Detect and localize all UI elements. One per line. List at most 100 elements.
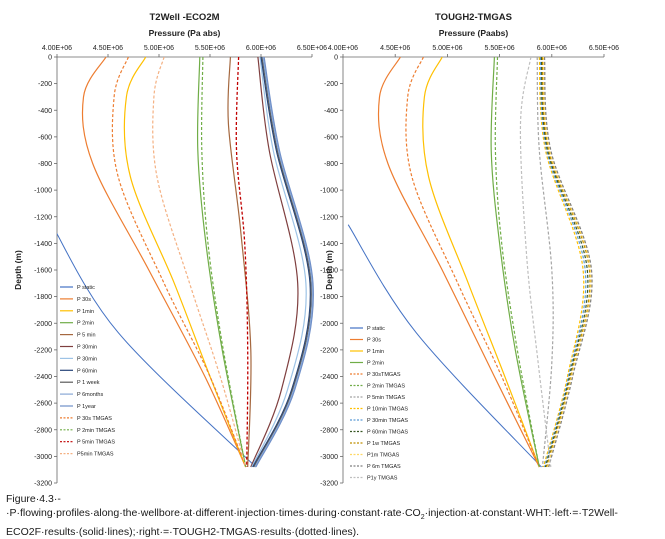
legend-entry: P 6months	[77, 392, 103, 398]
y-tick-label: -1000	[34, 188, 52, 195]
series-line	[405, 57, 540, 468]
series-line	[227, 57, 252, 468]
y-tick-label: -2200	[34, 347, 52, 354]
legend-entry: P 5 min	[77, 333, 96, 339]
series-line	[540, 57, 589, 468]
figure-caption: Figure·4.3·-·P·flowing·profiles·along·th…	[6, 492, 661, 539]
series-line	[377, 57, 540, 468]
y-tick-label: -2200	[320, 347, 338, 354]
y-tick-label: 0	[48, 55, 52, 62]
series-line	[490, 57, 540, 468]
y-tick-label: -800	[324, 161, 338, 168]
series-line	[541, 57, 591, 468]
series-line	[539, 57, 587, 468]
y-tick-label: -2600	[34, 401, 52, 408]
legend-entry: P 1min	[77, 309, 94, 315]
y-tick-label: -3200	[320, 481, 338, 488]
series-line	[152, 57, 247, 468]
chart-title: TOUGH2-TMGAS	[435, 12, 512, 23]
y-tick-label: -2800	[34, 427, 52, 434]
series-line	[196, 57, 247, 468]
x-tick-label: 4.00E+06	[328, 45, 358, 52]
series-line	[255, 57, 314, 468]
x-tick-label: 5.00E+06	[144, 45, 174, 52]
caption-text: Figure·4.3·-·P·flowing·profiles·along·th…	[6, 493, 421, 519]
legend-entry: P 2min TMGAS	[77, 428, 115, 434]
y-tick-label: 0	[334, 55, 338, 62]
legend-entry: P 30s TMGAS	[77, 416, 112, 422]
x-tick-label: 4.00E+06	[42, 45, 72, 52]
legend-entry: P 5min TMGAS	[367, 395, 405, 401]
legend-entry: P 60min	[77, 368, 97, 374]
series-group	[347, 57, 593, 468]
y-tick-label: -400	[38, 108, 52, 115]
series-line	[347, 224, 542, 468]
legend-entry: P 2min	[367, 361, 384, 367]
x-axis-label: Pressure (Pa abs)	[149, 28, 221, 38]
series-line	[123, 57, 247, 468]
y-tick-label: -3200	[34, 481, 52, 488]
series-line	[542, 57, 592, 468]
y-tick-label: -2400	[320, 374, 338, 381]
y-tick-label: -1200	[320, 214, 338, 221]
y-tick-label: -1000	[320, 188, 338, 195]
legend-entry: P 1min	[367, 349, 384, 355]
y-tick-label: -2000	[34, 321, 52, 328]
y-axis-label: Depth (m)	[13, 250, 23, 290]
series-line	[519, 57, 552, 468]
series-group	[57, 57, 314, 468]
legend-entry: P 30sTMGAS	[367, 372, 401, 378]
series-line	[250, 57, 299, 468]
legend-entry: P static	[77, 285, 95, 291]
legend-entry: P 30min TMGAS	[367, 418, 408, 424]
legend-entry: P 2min TMGAS	[367, 384, 405, 390]
legend-entry: P 1 week	[77, 380, 100, 386]
x-tick-label: 6.00E+06	[246, 45, 276, 52]
y-axis-label: Depth (m)	[324, 250, 334, 290]
x-tick-label: 6.50E+06	[589, 45, 619, 52]
legend-entry: P 10min TMGAS	[367, 407, 408, 413]
y-tick-label: -1200	[34, 214, 52, 221]
caption-subscript: 2	[420, 514, 425, 522]
x-axis-label: Pressure (Paabs)	[439, 28, 509, 38]
y-tick-label: -400	[324, 108, 338, 115]
legend-entry: P 30s	[367, 338, 381, 344]
series-line	[494, 57, 540, 468]
y-tick-label: -1600	[34, 268, 52, 275]
series-line	[543, 57, 593, 468]
legend-entry: P 60min TMGAS	[367, 430, 408, 436]
y-tick-label: -2800	[320, 427, 338, 434]
y-tick-label: -1600	[320, 268, 338, 275]
y-tick-label: -600	[324, 134, 338, 141]
legend-entry: P 1w TMGAS	[367, 441, 400, 447]
series-line	[422, 57, 540, 468]
legend-entry: P 30s	[77, 297, 91, 303]
series-line	[235, 57, 249, 468]
y-tick-label: -200	[38, 81, 52, 88]
x-tick-label: 5.00E+06	[432, 45, 462, 52]
series-line	[200, 57, 247, 468]
y-tick-label: -1400	[34, 241, 52, 248]
legend-entry: P 5min TMGAS	[77, 440, 115, 446]
legend-entry: P 30min	[77, 356, 97, 362]
x-tick-label: 6.00E+06	[537, 45, 567, 52]
y-tick-label: -2600	[320, 401, 338, 408]
y-tick-label: -1800	[34, 294, 52, 301]
y-tick-label: -600	[38, 134, 52, 141]
charts-canvas: T2Well -ECO2M Pressure (Pa abs) Depth (m) 4…	[13, 12, 619, 488]
y-tick-label: -200	[324, 81, 338, 88]
series-line	[81, 57, 247, 468]
y-tick-label: -3000	[34, 454, 52, 461]
legend-entry: P 30min	[77, 345, 97, 351]
y-tick-label: -1400	[320, 241, 338, 248]
legend-entry: P 1year	[77, 404, 96, 410]
series-line	[253, 57, 312, 468]
x-tick-label: 6.50E+06	[297, 45, 327, 52]
x-tick-label: 5.50E+06	[195, 45, 225, 52]
y-tick-label: -3000	[320, 454, 338, 461]
chart-title: T2Well -ECO2M	[149, 12, 219, 23]
x-tick-label: 5.50E+06	[485, 45, 515, 52]
legend-entry: P1y TMGAS	[367, 476, 398, 482]
y-tick-label: -800	[38, 161, 52, 168]
series-line	[251, 57, 307, 468]
